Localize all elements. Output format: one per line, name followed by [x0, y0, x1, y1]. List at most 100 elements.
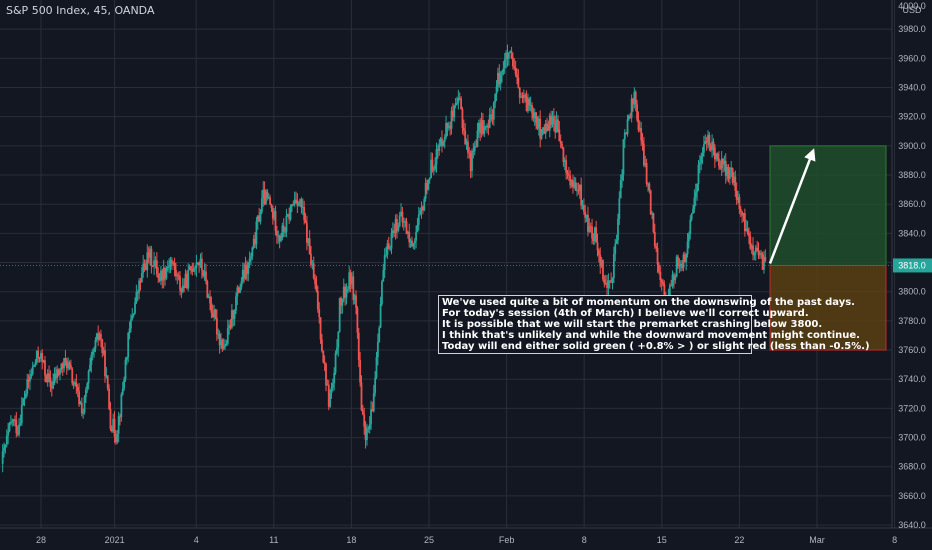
candle-body — [402, 221, 405, 223]
candle-body — [424, 182, 427, 200]
candle-body — [117, 416, 120, 434]
candle-body — [284, 231, 286, 233]
candle-body — [483, 126, 486, 134]
projection-arrow[interactable] — [768, 148, 816, 264]
candle-body — [682, 254, 685, 269]
candle-body — [52, 380, 55, 389]
candle-body — [38, 357, 41, 359]
candle-body — [364, 426, 367, 441]
candle-body — [39, 353, 42, 359]
stop-zone[interactable] — [769, 264, 887, 351]
candle-body — [487, 125, 490, 128]
candle-body — [423, 199, 426, 211]
candle-body — [248, 258, 251, 263]
candle-body — [415, 232, 417, 241]
price-axis[interactable]: 3640.0 3660.0 3680.0 3700.0 3720.0 3740.0 3760… — [898, 1, 926, 530]
candle-body — [353, 295, 356, 300]
candle-body — [396, 218, 398, 231]
candle-body — [733, 176, 735, 183]
candle-body — [641, 140, 644, 144]
candle-body — [611, 278, 614, 283]
candle-body — [299, 199, 301, 203]
candle-body — [280, 237, 282, 241]
candle-body — [97, 333, 100, 340]
candle-body — [551, 116, 554, 125]
price-tick-label: 3640.0 — [898, 520, 926, 530]
candle-body — [436, 149, 439, 151]
candle-body — [692, 208, 694, 214]
candle-body — [764, 256, 767, 262]
candle-body — [735, 190, 738, 200]
candle-body — [207, 296, 210, 298]
candle-body — [149, 248, 151, 258]
candle-body — [734, 176, 737, 191]
candle-body — [286, 214, 289, 216]
candle-body — [522, 94, 525, 99]
candle-body — [567, 174, 570, 176]
candle-body — [514, 67, 517, 75]
candle-body — [451, 110, 454, 118]
candle-body — [349, 272, 352, 285]
candle-body — [327, 384, 330, 407]
candle-body — [337, 331, 340, 348]
price-tick-label: 3980.0 — [898, 24, 926, 34]
candle-body — [120, 394, 123, 418]
candle-body — [742, 213, 745, 216]
candle-body — [391, 230, 394, 234]
target-zone[interactable] — [769, 145, 887, 266]
candle-body — [441, 138, 443, 147]
candle-body — [479, 122, 482, 134]
candle-body — [65, 360, 68, 369]
candle-body — [718, 158, 720, 166]
candle-body — [282, 225, 285, 232]
candle-body — [644, 163, 647, 166]
candle-body — [468, 152, 471, 154]
candle-body — [169, 259, 172, 267]
candle-body — [477, 122, 480, 131]
annotation-box[interactable]: We've used quite a bit of momentum on th… — [438, 295, 870, 354]
candle-body — [462, 128, 465, 131]
candle-body — [752, 245, 754, 256]
candle-body — [352, 276, 355, 300]
candle-body — [274, 211, 277, 231]
candle-body — [252, 238, 255, 248]
candle-body — [469, 153, 472, 171]
time-tick-label: 28 — [36, 535, 46, 545]
candle-body — [340, 297, 342, 306]
candle-body — [472, 151, 475, 153]
candle-body — [562, 147, 565, 163]
candle-body — [442, 141, 445, 147]
price-tick-label: 3780.0 — [898, 316, 926, 326]
candle-body — [331, 383, 334, 388]
candle-body — [42, 360, 45, 363]
candle-body — [222, 346, 225, 349]
candle-body — [713, 146, 716, 160]
candle-body — [398, 215, 401, 227]
candle-body — [701, 152, 704, 157]
candle-body — [503, 59, 506, 69]
time-tick-label: 15 — [657, 535, 667, 545]
candle-body — [621, 174, 623, 181]
candle-body — [536, 123, 539, 129]
candle-body — [110, 428, 113, 432]
candle-body — [155, 260, 158, 275]
candle-body — [185, 273, 188, 289]
candle-body — [548, 115, 551, 131]
time-axis[interactable]: 2820214111825Feb81522Mar815 — [36, 535, 932, 545]
candle-body — [589, 226, 592, 228]
candle-body — [94, 339, 97, 349]
candle-body — [229, 325, 232, 328]
candle-body — [267, 197, 270, 199]
candle-body — [243, 270, 246, 279]
candle-body — [501, 71, 503, 75]
candle-body — [756, 247, 759, 251]
candle-body — [543, 127, 546, 134]
price-tick-label: 3900.0 — [898, 141, 926, 151]
candle-body — [165, 268, 168, 279]
candle-body — [542, 127, 544, 130]
candle-body — [681, 263, 683, 269]
candle-body — [663, 284, 666, 301]
candle-body — [509, 51, 512, 53]
candle-body — [366, 429, 368, 441]
